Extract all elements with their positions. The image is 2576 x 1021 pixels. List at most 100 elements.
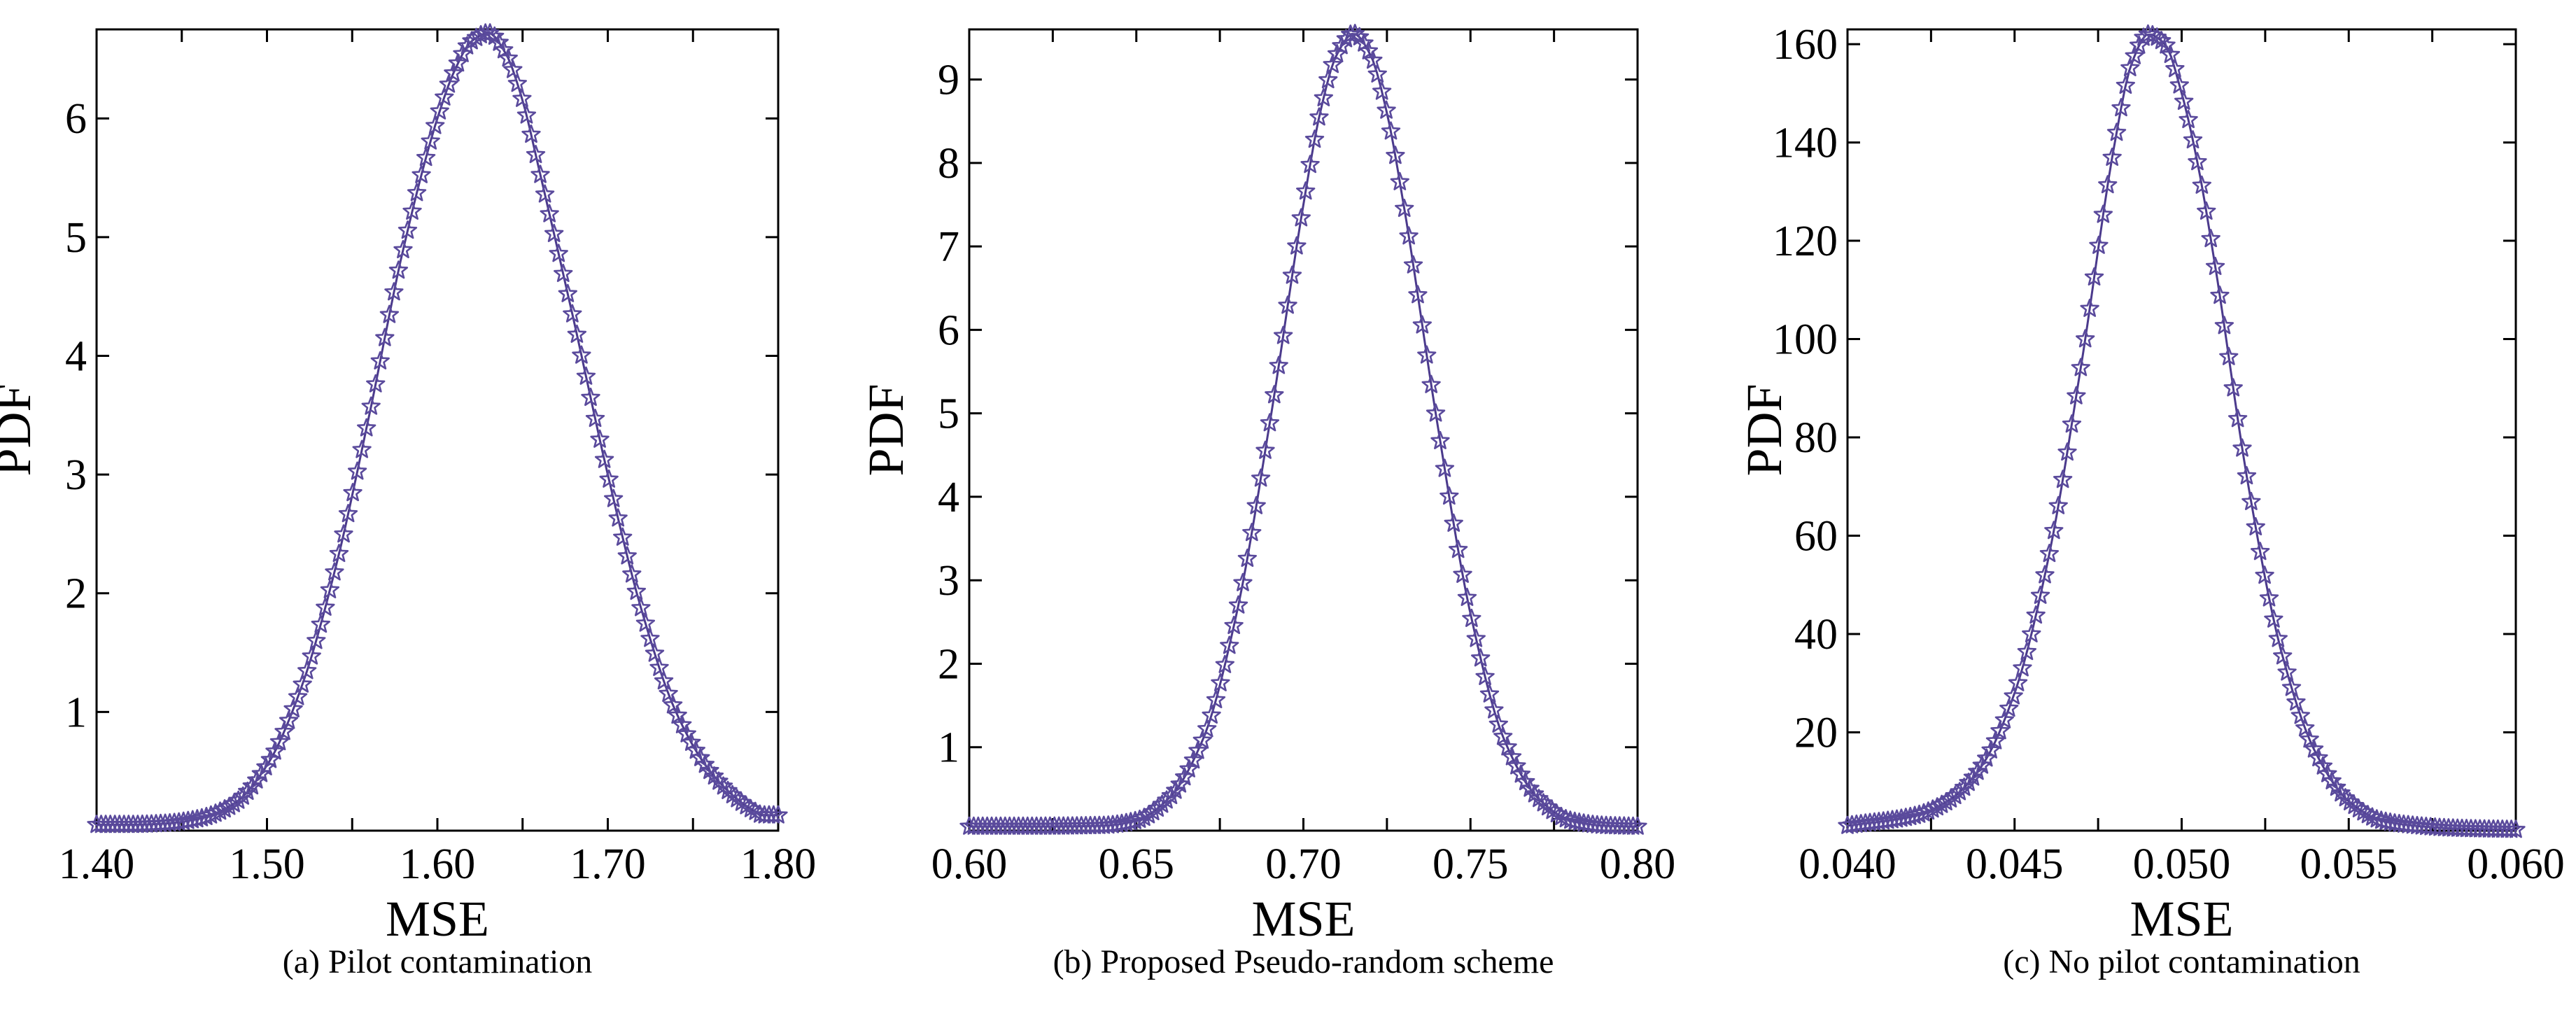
data-point-star	[2030, 585, 2050, 604]
data-point-star	[1228, 595, 1248, 614]
data-point-star	[1300, 155, 1320, 174]
data-point-star	[2053, 470, 2073, 488]
data-point-star	[343, 483, 363, 502]
data-point-star	[1520, 778, 1540, 797]
data-point-star	[1323, 55, 1342, 73]
data-point-star	[1386, 146, 1405, 164]
data-point-star	[535, 184, 555, 203]
data-point-star	[2205, 256, 2225, 275]
y-tick-label: 4	[65, 332, 87, 380]
data-point-star	[2093, 204, 2113, 223]
data-point-star	[599, 469, 619, 488]
data-point-star	[444, 63, 463, 82]
data-point-star	[558, 283, 577, 302]
data-point-star	[2102, 147, 2122, 166]
data-point-star	[1471, 648, 1491, 667]
data-point-star	[2026, 605, 2046, 624]
data-point-star	[1475, 666, 1495, 685]
data-point-star	[2076, 329, 2095, 348]
y-axis-label: PDF	[1736, 383, 1792, 476]
y-tick-label: 6	[65, 95, 87, 143]
y-tick-label: 3	[938, 557, 959, 605]
y-tick-label: 7	[938, 223, 959, 271]
data-point-star	[2183, 129, 2203, 149]
x-tick-label: 1.40	[59, 840, 135, 888]
data-point-star	[1192, 730, 1212, 749]
data-point-star	[1309, 107, 1329, 126]
data-point-star	[654, 671, 674, 690]
data-point-star	[448, 53, 468, 72]
data-point-star	[604, 488, 624, 507]
data-point-star	[2008, 673, 2028, 691]
y-tick-label: 1	[65, 689, 87, 736]
data-point-star	[2004, 686, 2023, 705]
plot-frame	[1846, 28, 2517, 832]
data-point-star	[1291, 208, 1311, 227]
data-point-star	[2268, 628, 2288, 647]
y-tick-label: 5	[65, 214, 87, 262]
y-tick-label: 2	[65, 570, 87, 618]
data-point-star	[2223, 378, 2243, 397]
data-point-star	[521, 124, 541, 143]
data-point-star	[1211, 673, 1230, 691]
data-point-star	[1381, 121, 1401, 140]
data-point-star	[1332, 36, 1351, 55]
data-point-star	[2080, 298, 2099, 317]
data-point-star	[2214, 316, 2234, 335]
data-point-star	[1220, 635, 1239, 654]
x-tick-label: 1.50	[229, 840, 305, 888]
data-point-star	[668, 705, 687, 724]
data-point-star	[411, 164, 431, 183]
data-point-star	[1273, 325, 1293, 344]
y-tick-label: 9	[938, 57, 959, 104]
data-point-star	[2084, 267, 2104, 286]
data-point-star	[357, 418, 376, 437]
y-axis-label: PDF	[858, 383, 914, 476]
data-point-star	[384, 282, 404, 301]
data-point-star	[1304, 129, 1325, 148]
data-point-star	[302, 646, 321, 665]
x-tick-label: 0.060	[2467, 840, 2565, 888]
data-point-star	[311, 614, 330, 633]
data-point-star	[1367, 64, 1387, 83]
data-point-star	[307, 631, 326, 649]
data-point-star	[594, 449, 614, 468]
data-point-star	[498, 48, 518, 67]
data-point-star	[393, 239, 413, 259]
y-tick-label: 1	[938, 724, 959, 772]
data-point-star	[1390, 171, 1409, 190]
data-point-star	[1287, 236, 1307, 255]
y-tick-label: 5	[938, 390, 959, 438]
data-point-star	[1202, 705, 1221, 724]
data-point-star	[622, 564, 642, 583]
data-point-star	[1985, 731, 2006, 749]
data-point-star	[2165, 59, 2185, 78]
data-point-star	[2255, 565, 2274, 584]
x-tick-label: 1.60	[400, 840, 476, 888]
data-point-star	[366, 374, 386, 393]
data-point-star	[530, 164, 550, 183]
y-tick-label: 160	[1773, 21, 1838, 69]
data-point-star	[1426, 403, 1446, 422]
data-point-star	[549, 244, 568, 262]
data-point-star	[347, 461, 367, 480]
data-point-star	[2098, 175, 2118, 194]
x-tick-label: 0.050	[2133, 840, 2231, 888]
data-point-star	[2241, 491, 2261, 510]
panel-caption: (a) Pilot contamination	[283, 943, 593, 980]
data-point-star	[1453, 564, 1472, 583]
data-point-star	[2331, 783, 2351, 802]
data-point-star	[2192, 175, 2212, 194]
data-point-star	[2120, 57, 2140, 76]
data-point-star	[1377, 100, 1396, 119]
data-point-star	[2506, 819, 2526, 838]
y-tick-label: 40	[1794, 611, 1838, 659]
data-point-star	[1403, 255, 1423, 274]
data-point-star	[1255, 440, 1275, 459]
data-point-star	[516, 105, 537, 124]
x-tick-label: 1.80	[740, 840, 817, 888]
data-point-star	[503, 59, 523, 78]
data-point-star	[1507, 756, 1526, 775]
data-point-star	[2259, 588, 2279, 607]
x-axis-label: MSE	[386, 891, 489, 947]
